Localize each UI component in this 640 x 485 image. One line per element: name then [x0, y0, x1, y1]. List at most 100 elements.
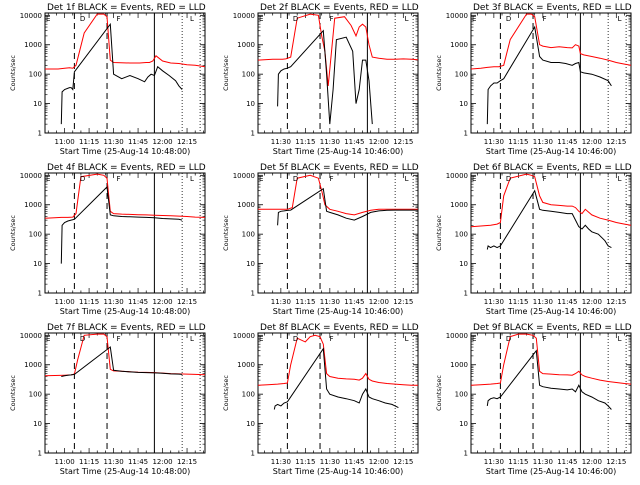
series-lld-line	[471, 173, 631, 228]
x-tick-label: 12:15	[177, 138, 197, 146]
panel-1: 1 10 100 1000 10000 11:00 11:15 11:30 11:45 12:00…	[9, 3, 206, 156]
panel-title: Det 2f BLACK = Events, RED = LLD	[260, 3, 419, 13]
y-axis-label: Counts/sec	[435, 55, 443, 91]
x-tick-label: 12:00	[152, 458, 172, 466]
series-events-line	[61, 346, 183, 377]
x-tick-label: 11:30	[320, 458, 340, 466]
region-marker: L	[618, 15, 622, 23]
region-marker: F	[116, 15, 120, 23]
y-tick-label: 1	[464, 130, 468, 138]
x-tick-label: 11:15	[79, 138, 99, 146]
y-tick-label: 1000	[237, 41, 255, 49]
x-tick-label: 11:30	[484, 138, 504, 146]
region-marker: F	[329, 15, 333, 23]
region-marker: D	[80, 335, 85, 343]
x-axis-label: Start Time (25-Aug-14 10:46:00)	[486, 467, 617, 476]
y-tick-label: 1	[38, 290, 42, 298]
y-axis-label: Counts/sec	[9, 375, 17, 411]
series-events-line	[486, 349, 612, 410]
y-axis-label: Counts/sec	[435, 375, 443, 411]
y-tick-label: 100	[455, 391, 468, 399]
x-tick-label: 11:15	[295, 138, 315, 146]
y-tick-label: 1	[464, 450, 468, 458]
y-axis-label: Counts/sec	[9, 215, 17, 251]
y-axis-label: Counts/sec	[222, 55, 230, 91]
region-marker: L	[405, 15, 409, 23]
x-tick-label: 11:30	[320, 138, 340, 146]
x-axis-label: Start Time (25-Aug-14 10:48:00)	[60, 147, 191, 156]
plot-frame	[257, 332, 419, 454]
panel-8: 1 10 100 1000 10000 11:30 11:15 11:30 11:45 12:00…	[222, 323, 419, 476]
region-marker: E	[259, 15, 263, 23]
y-tick-label: 10000	[233, 172, 255, 180]
x-tick-label: 11:15	[295, 298, 315, 306]
y-tick-label: 1000	[237, 201, 255, 209]
y-tick-label: 100	[29, 71, 42, 79]
y-tick-label: 1000	[24, 41, 42, 49]
x-tick-label: 11:45	[128, 298, 148, 306]
region-marker: L	[405, 175, 409, 183]
panel-title: Det 8f BLACK = Events, RED = LLD	[260, 323, 419, 333]
x-tick-label: 11:15	[508, 458, 528, 466]
series-events-line	[277, 29, 373, 125]
panel-title: Det 9f BLACK = Events, RED = LLD	[473, 323, 632, 333]
y-tick-label: 1	[464, 290, 468, 298]
x-tick-label: 12:15	[393, 138, 413, 146]
x-axis-label: Start Time (25-Aug-14 10:46:00)	[273, 147, 404, 156]
x-tick-label: 12:15	[177, 458, 197, 466]
region-marker: F	[329, 335, 333, 343]
region-marker: F	[116, 335, 120, 343]
x-tick-label: 11:30	[484, 458, 504, 466]
x-tick-label: 12:00	[369, 138, 389, 146]
x-tick-label: 12:15	[393, 298, 413, 306]
x-axis-label: Start Time (25-Aug-14 10:46:00)	[486, 307, 617, 316]
y-tick-label: 10000	[233, 332, 255, 340]
panel-9: 1 10 100 1000 10000 11:30 11:15 11:30 11:45 12:00…	[435, 323, 632, 476]
x-tick-label: 11:30	[533, 138, 553, 146]
panel-title: Det 7f BLACK = Events, RED = LLD	[47, 323, 206, 333]
region-marker: D	[506, 15, 511, 23]
region-marker: F	[329, 175, 333, 183]
x-axis-label: Start Time (25-Aug-14 10:46:00)	[486, 147, 617, 156]
panel-title: Det 5f BLACK = Events, RED = LLD	[260, 163, 419, 173]
region-marker: L	[618, 175, 622, 183]
region-marker: D	[80, 175, 85, 183]
region-marker: F	[116, 175, 120, 183]
region-marker: F	[542, 15, 546, 23]
x-tick-label: 12:15	[393, 458, 413, 466]
x-tick-label: 11:45	[128, 458, 148, 466]
series-events-line	[60, 185, 183, 264]
region-marker: L	[190, 15, 194, 23]
y-axis-label: Counts/sec	[222, 375, 230, 411]
region-marker: F	[542, 335, 546, 343]
x-tick-label: 11:45	[557, 298, 577, 306]
series-events-line	[486, 25, 612, 125]
x-tick-label: 12:00	[152, 298, 172, 306]
y-tick-label: 1000	[450, 361, 468, 369]
x-tick-label: 11:45	[344, 298, 364, 306]
x-tick-label: 11:15	[79, 298, 99, 306]
region-marker: D	[80, 15, 85, 23]
series-lld-line	[45, 13, 205, 70]
y-tick-label: 10	[33, 260, 42, 268]
region-marker: D	[293, 335, 298, 343]
plot-frame	[44, 12, 206, 134]
y-tick-label: 10000	[446, 172, 468, 180]
y-tick-label: 1	[251, 290, 255, 298]
x-tick-label: 12:00	[582, 298, 602, 306]
region-marker: E	[472, 15, 476, 23]
x-tick-label: 12:00	[582, 458, 602, 466]
region-marker: E	[46, 15, 50, 23]
series-lld-line	[471, 333, 631, 386]
x-tick-label: 11:30	[103, 458, 123, 466]
region-marker: E	[472, 175, 476, 183]
panel-title: Det 4f BLACK = Events, RED = LLD	[47, 163, 206, 173]
series-events-line	[486, 189, 612, 250]
x-tick-label: 12:00	[369, 298, 389, 306]
y-tick-label: 100	[242, 71, 255, 79]
x-tick-label: 11:30	[271, 298, 291, 306]
region-marker: D	[506, 175, 511, 183]
x-tick-label: 11:30	[103, 298, 123, 306]
